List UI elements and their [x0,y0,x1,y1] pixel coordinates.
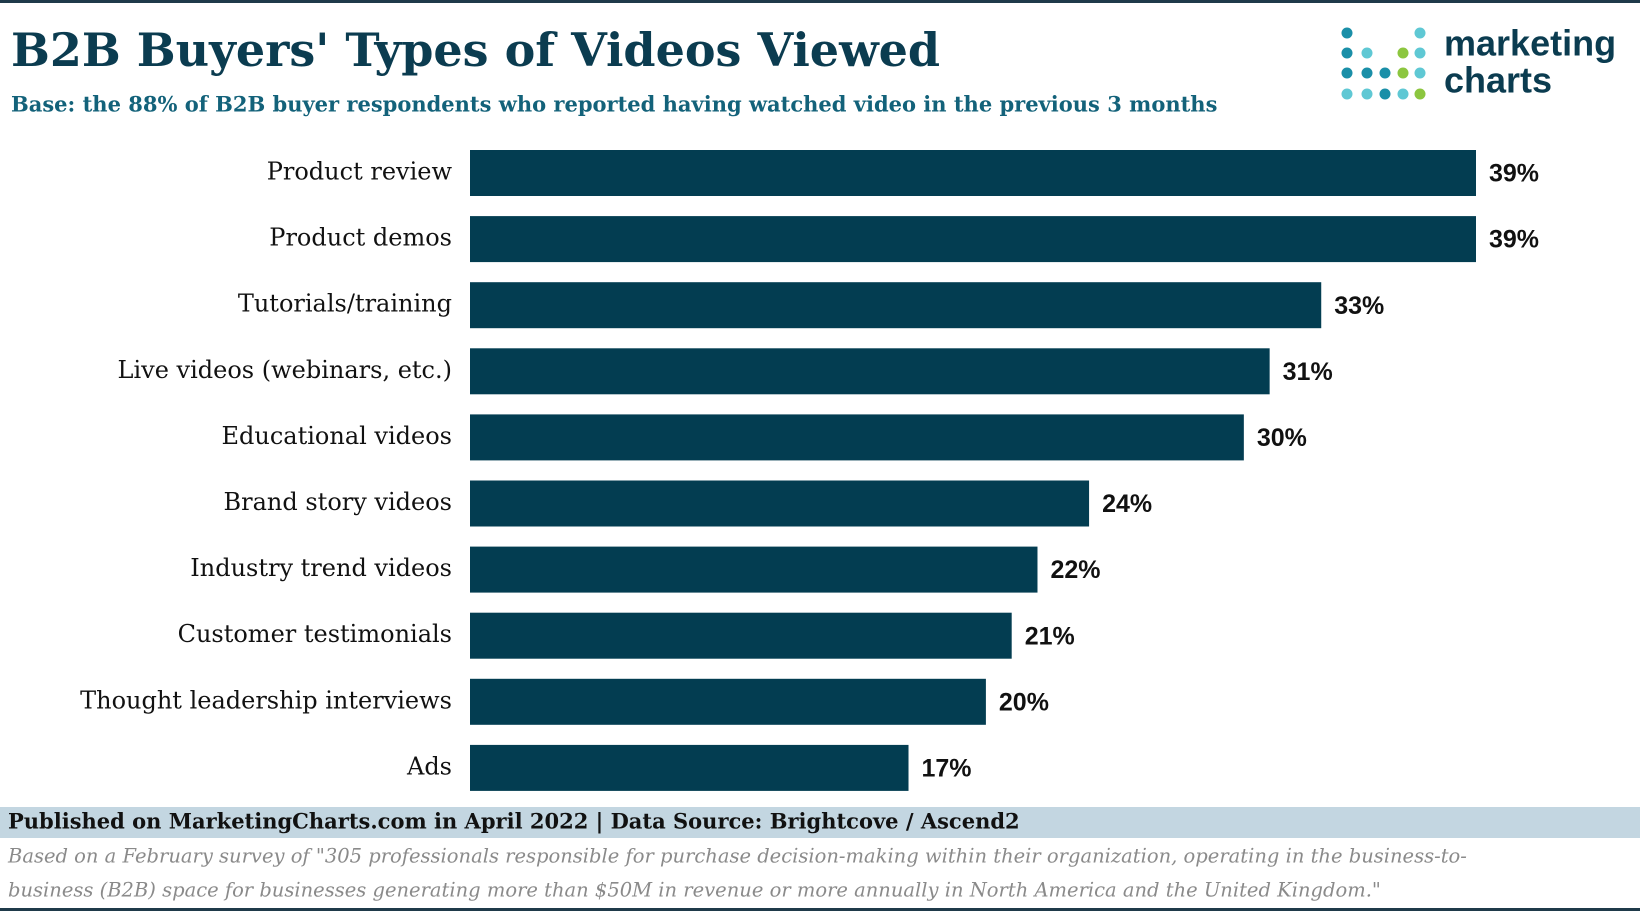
category-label: Live videos (webinars, etc.) [118,356,452,384]
bar [470,150,1476,196]
bottom-border [0,908,1640,911]
category-label: Thought leadership interviews [80,686,452,714]
bar [470,744,909,791]
bar [470,414,1244,461]
bar [470,612,1012,659]
bar [470,216,1476,263]
top-border [0,0,1640,3]
category-label: Ads [406,752,452,780]
category-label: Customer testimonials [178,620,452,648]
bar [470,480,1090,527]
value-label: 30% [1257,424,1307,452]
footer-note: business (B2B) space for businesses gene… [8,879,1381,902]
bar [470,282,1322,329]
logo-text: charts [1444,60,1552,101]
value-label: 39% [1489,226,1539,254]
footer-note: Based on a February survey of "305 profe… [7,845,1467,868]
value-label: 21% [1025,622,1075,650]
value-label: 22% [1050,556,1100,584]
category-label: Product demos [269,224,452,252]
logo-text: marketing [1444,23,1616,64]
value-label: 39% [1489,160,1539,188]
category-label: Industry trend videos [190,554,452,582]
category-label: Educational videos [222,422,453,450]
bar [470,348,1270,395]
footer-band [0,807,1640,838]
value-label: 24% [1102,490,1152,518]
value-label: 33% [1334,292,1384,320]
chart-title: B2B Buyers' Types of Videos Viewed [11,23,940,77]
value-label: 31% [1283,358,1333,386]
footer-published: Published on MarketingCharts.com in Apri… [8,809,1020,834]
logo-dots [1341,27,1426,100]
bar [470,546,1038,593]
value-label: 17% [922,755,972,783]
category-label: Brand story videos [223,488,452,516]
chart-subtitle: Base: the 88% of B2B buyer respondents w… [11,92,1217,117]
category-label: Product review [267,158,453,186]
category-label: Tutorials/training [238,290,452,318]
bar [470,678,986,725]
value-label: 20% [999,688,1049,716]
